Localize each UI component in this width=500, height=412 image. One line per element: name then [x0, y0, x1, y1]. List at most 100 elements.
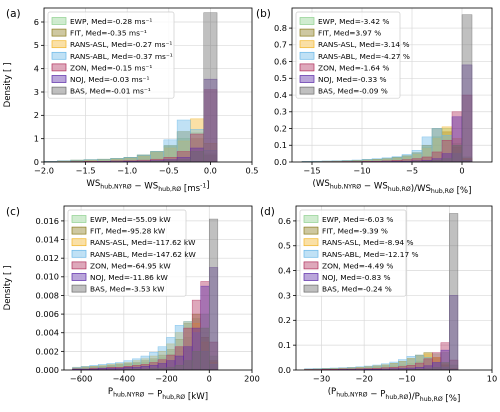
legend-swatch [51, 40, 67, 49]
legend-box [299, 209, 407, 297]
panel-label: (b) [256, 8, 271, 20]
y-tick-label: 0.000 [36, 365, 59, 375]
x-tick-label: −10 [353, 166, 370, 176]
y-tick-label: 0.3 [278, 290, 291, 300]
legend-label: BAS, Med=-3.53 kW [90, 285, 165, 294]
legend-swatch [299, 75, 315, 83]
legend-swatch [299, 63, 315, 72]
x-tick-label: 0.0 [204, 166, 217, 176]
legend-label: NOJ, Med=-11.86 kW [90, 273, 168, 282]
x-tick-label: −0.5 [159, 166, 179, 176]
histogram-bar [440, 362, 450, 370]
histogram-bar [166, 366, 176, 370]
y-tick-label: 6 [34, 17, 39, 27]
histogram-bar [190, 151, 204, 162]
histogram-bar [191, 351, 201, 370]
x-tick-label: 0 [447, 374, 452, 384]
histogram-bars [304, 213, 459, 370]
legend-label: NOJ, Med=-0.03 ms⁻¹ [70, 75, 149, 84]
y-tick-label: 0.6 [278, 216, 291, 226]
x-axis-label: (Phub,NYRØ − Phub,RØ)/Phub,RØ [%] [328, 387, 461, 404]
x-tick-label: −400 [113, 374, 136, 384]
legend-label: FIT, Med=-95.28 kW [90, 227, 166, 236]
legend-label: EWP, Med=-55.09 kW [90, 215, 171, 224]
legend-swatch [303, 238, 319, 247]
y-tick-label: 4 [34, 64, 39, 74]
legend-swatch [303, 273, 319, 281]
y-axis-label: Density [ ] [3, 266, 13, 311]
histogram-bar [203, 12, 218, 162]
legend-swatch [51, 75, 67, 83]
legend-swatch [51, 17, 67, 25]
x-tick-label: 0.5 [245, 166, 258, 176]
legend-label: RANS-ABL, Med=-0.37 ms⁻¹ [70, 52, 173, 61]
panel-label: (c) [6, 206, 20, 218]
histogram-bars [72, 218, 219, 370]
legend-swatch [303, 249, 319, 258]
y-tick-label: 0.0 [274, 157, 287, 167]
y-tick-label: 0.8 [274, 23, 287, 33]
x-tick-label: −5 [406, 166, 418, 176]
legend-label: FIT, Med=3.97 % [318, 29, 381, 38]
panel-label: (d) [260, 206, 275, 218]
x-tick-label: 0 [207, 374, 212, 384]
legend-label: FIT, Med=-0.35 ms⁻¹ [70, 29, 147, 38]
legend-label: ZON, Med=-64.95 kW [90, 261, 171, 270]
legend-box [295, 11, 401, 99]
legend-swatch [299, 17, 315, 25]
y-tick-label: 0.1 [278, 340, 291, 350]
histogram-bar [461, 14, 473, 162]
axes-frame [43, 7, 253, 163]
x-tick-label: −1.5 [76, 166, 96, 176]
y-tick-label: 0.1 [274, 140, 287, 150]
legend-swatch [71, 215, 87, 223]
x-tick-label: −600 [70, 374, 93, 384]
legend-swatch [71, 284, 87, 293]
legend-swatch [303, 261, 319, 270]
legend-label: EWP, Med=-0.28 ms⁻¹ [70, 17, 152, 26]
y-tick-label: 0.2 [274, 123, 287, 133]
legend-label: BAS, Med=-0.01 ms⁻¹ [70, 87, 151, 96]
subplot-c: −600 −400 −200 0 200 0.000 0.002 0.004 0.006 0.00… [3, 205, 260, 402]
y-tick-label: 3 [34, 87, 39, 97]
legend-swatch [71, 226, 87, 235]
legend-swatch [303, 226, 319, 235]
legend-swatch [303, 215, 319, 223]
legend-swatch [51, 86, 67, 95]
y-tick-label: 0.2 [278, 315, 291, 325]
x-tick-label: −30 [313, 374, 330, 384]
y-tick-label: 0.0 [278, 365, 291, 375]
legend-swatch [51, 63, 67, 72]
x-tick-label: −15 [303, 166, 320, 176]
legend-label: FIT, Med=-9.39 % [322, 227, 388, 236]
legend-label: RANS-ABL, Med=-4.27 % [318, 52, 410, 61]
y-tick-label: 5 [34, 40, 39, 50]
legend-label: NOJ, Med=-0.83 % [322, 273, 391, 282]
y-tick-label: 0.5 [274, 73, 287, 83]
legend-label: BAS, Med=-0.09 % [318, 87, 388, 96]
y-tick-label: 0.6 [274, 56, 287, 66]
y-tick-label: 0.3 [274, 107, 287, 117]
legend-label: RANS-ASL, Med=-3.14 % [318, 40, 409, 49]
x-tick-label: 200 [244, 374, 260, 384]
histogram-bar [209, 218, 219, 370]
axes-frame [291, 7, 493, 163]
y-axis-label: Density [ ] [3, 63, 13, 108]
y-tick-label: 0.4 [278, 266, 291, 276]
legend-label: ZON, Med=-4.49 % [322, 261, 393, 270]
histogram-bar [449, 213, 459, 370]
histogram-bar [200, 327, 210, 370]
y-tick-label: 0.7 [274, 40, 287, 50]
legend-label: EWP, Med=-6.03 % [322, 215, 393, 224]
histogram-bar [451, 145, 463, 162]
legend-swatch [299, 40, 315, 49]
legend-box [47, 11, 175, 99]
y-tick-label: 2 [34, 110, 39, 120]
legend-swatch [51, 51, 67, 60]
y-tick-label: 0 [34, 157, 39, 167]
x-tick-label: −1.0 [117, 166, 137, 176]
y-tick-label: 0.4 [274, 90, 287, 100]
histogram-bar [174, 365, 184, 370]
x-tick-label: −10 [398, 374, 415, 384]
